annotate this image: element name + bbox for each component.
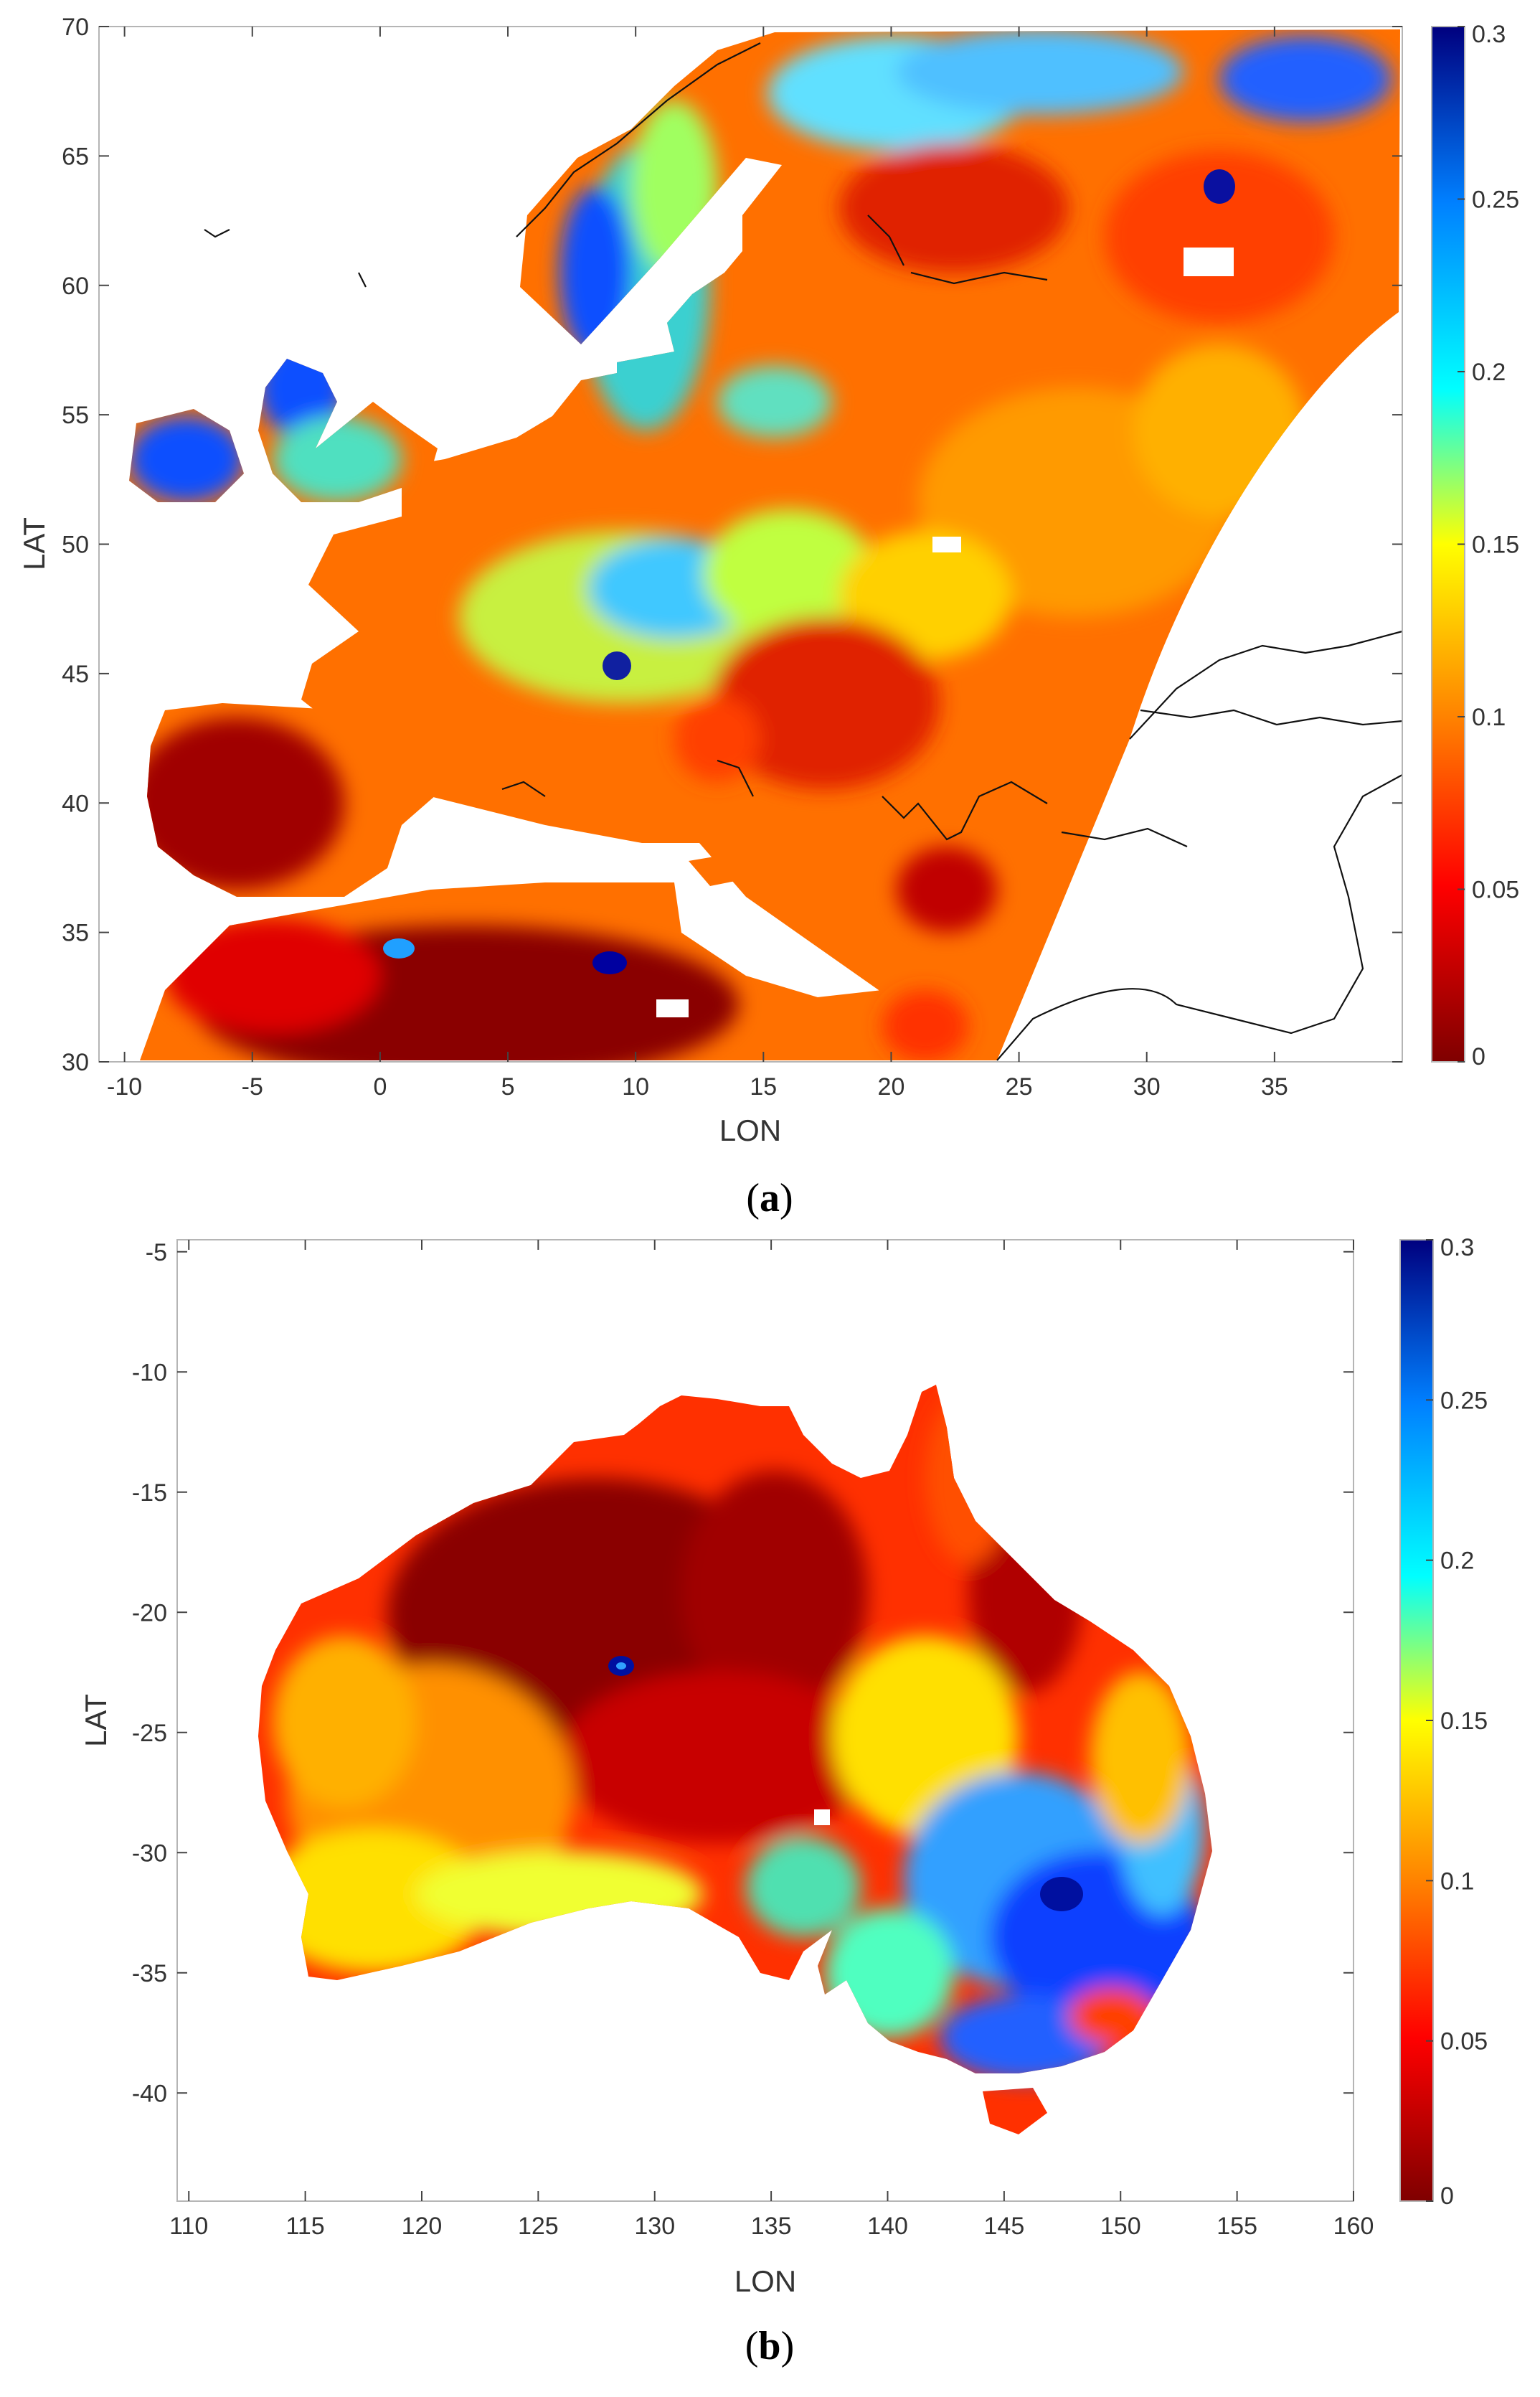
- colorbar-tick-label: 0: [1440, 2182, 1454, 2210]
- y-tick-label: -5: [146, 1239, 167, 1266]
- x-tick-label: 155: [1217, 2213, 1257, 2240]
- colorbar-b-ticks: 0 0.05 0.1 0.15 0.2 0.25 0.3: [1426, 1234, 1488, 2210]
- panel-a: -10 -5 0 5 10 15 20 25 30 35 30 35 40 45 50 55 60 65 70 0…: [17, 14, 1519, 1220]
- x-tick-label: 125: [518, 2213, 559, 2240]
- y-tick-label: 40: [62, 790, 89, 817]
- y-tick-label: 45: [62, 661, 89, 688]
- axis-b-x-ticks: 110 115 120 125 130 135 140 145 150 155 160: [169, 1240, 1374, 2240]
- x-tick-label: 115: [286, 2213, 325, 2240]
- x-tick-label: 30: [1133, 1073, 1161, 1101]
- caption-a: (a): [746, 1176, 793, 1220]
- y-tick-label: -10: [132, 1359, 167, 1386]
- axis-a-xlabel: LON: [719, 1113, 781, 1147]
- y-tick-label: -20: [132, 1599, 167, 1626]
- colorbar-tick-label: 0.15: [1472, 532, 1519, 559]
- y-tick-label: 35: [62, 920, 89, 947]
- x-tick-label: 10: [622, 1073, 649, 1101]
- colorbar-tick-label: 0.25: [1472, 187, 1519, 214]
- x-tick-label: 160: [1333, 2213, 1374, 2240]
- colorbar-tick-label: 0.1: [1472, 704, 1506, 731]
- x-tick-label: 20: [878, 1073, 905, 1101]
- y-tick-label: -25: [132, 1720, 167, 1747]
- map-a-heatmap: [129, 29, 1400, 1060]
- colorbar-tick-label: 0.1: [1440, 1868, 1474, 1895]
- y-tick-label: 65: [62, 143, 89, 170]
- axis-b-ylabel: LAT: [79, 1694, 113, 1747]
- x-tick-label: 130: [634, 2213, 675, 2240]
- x-tick-label: -10: [107, 1073, 142, 1101]
- y-tick-label: 70: [62, 14, 89, 41]
- axis-a-y-ticks: 30 35 40 45 50 55 60 65 70: [62, 14, 1402, 1076]
- colorbar-tick-label: 0.2: [1472, 359, 1506, 386]
- y-tick-label: -40: [132, 2080, 167, 2107]
- y-tick-label: -30: [132, 1840, 167, 1867]
- caption-b: (b): [745, 2324, 794, 2368]
- x-tick-label: -5: [242, 1073, 263, 1101]
- axes-b-frame: [176, 1239, 1354, 2202]
- y-tick-label: -15: [132, 1479, 167, 1507]
- colorbar-tick-label: 0.3: [1440, 1234, 1474, 1261]
- colorbar-tick-label: 0.15: [1440, 1708, 1488, 1735]
- panel-b: 110 115 120 125 130 135 140 145 150 155 160 -40 -35…: [79, 1234, 1488, 2368]
- colorbar-tick-label: 0.05: [1472, 877, 1519, 904]
- x-tick-label: 5: [501, 1073, 515, 1101]
- colorbar-tick-label: 0.3: [1472, 21, 1506, 48]
- y-tick-label: -35: [132, 1960, 167, 1987]
- x-tick-label: 120: [402, 2213, 443, 2240]
- caption-b-letter: b: [758, 2324, 780, 2368]
- axis-b-y-ticks: -40 -35 -30 -25 -20 -15 -10 -5: [132, 1239, 1354, 2107]
- map-b-heatmap: [258, 1385, 1212, 2134]
- x-tick-label: 110: [169, 2213, 208, 2240]
- y-tick-label: 60: [62, 273, 89, 300]
- axis-a-x-ticks: -10 -5 0 5 10 15 20 25 30 35: [107, 27, 1288, 1101]
- axis-b-xlabel: LON: [734, 2264, 796, 2298]
- x-tick-label: 150: [1100, 2213, 1141, 2240]
- x-tick-label: 25: [1006, 1073, 1033, 1101]
- axis-a-ylabel: LAT: [17, 517, 51, 570]
- colorbar-a-ticks: 0 0.05 0.1 0.15 0.2 0.25 0.3: [1458, 21, 1519, 1070]
- colorbar-tick-label: 0: [1472, 1043, 1485, 1070]
- x-tick-label: 145: [984, 2213, 1025, 2240]
- x-tick-label: 35: [1261, 1073, 1288, 1101]
- colorbar-tick-label: 0.2: [1440, 1548, 1474, 1575]
- map-a-coastlines: [204, 42, 1403, 1061]
- x-tick-label: 135: [751, 2213, 792, 2240]
- y-tick-label: 55: [62, 402, 89, 429]
- colorbar-tick-label: 0.25: [1440, 1387, 1488, 1414]
- colorbar-tick-label: 0.05: [1440, 2028, 1488, 2055]
- caption-a-letter: a: [760, 1176, 780, 1220]
- y-tick-label: 30: [62, 1049, 89, 1076]
- x-tick-label: 15: [750, 1073, 777, 1101]
- x-tick-label: 140: [867, 2213, 908, 2240]
- x-tick-label: 0: [373, 1073, 387, 1101]
- y-tick-label: 50: [62, 532, 89, 559]
